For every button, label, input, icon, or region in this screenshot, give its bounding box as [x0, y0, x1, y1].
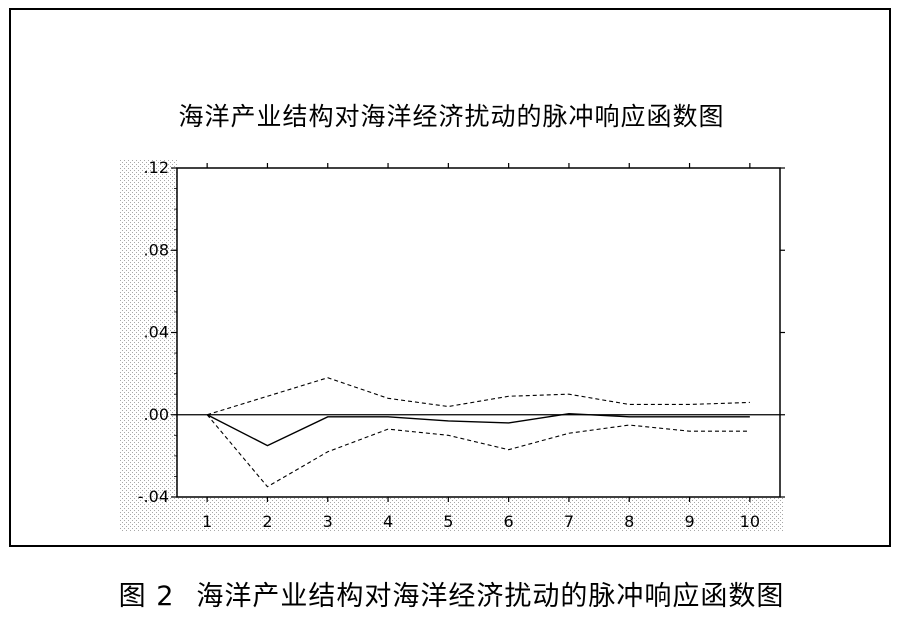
- y-tick-label: -.04: [138, 487, 169, 506]
- impulse-response-line: [206, 413, 750, 447]
- stipple-bottom-strip: [177, 497, 784, 532]
- plot-area: [176, 167, 781, 498]
- y-axis: -.04 .00 .04 .08 .12: [138, 158, 785, 506]
- x-tick-label: 7: [564, 512, 574, 531]
- x-tick-label: 2: [262, 512, 272, 531]
- y-tick-label: .08: [144, 240, 169, 259]
- figure-caption: 图 2 海洋产业结构对海洋经济扰动的脉冲响应函数图: [0, 574, 903, 613]
- x-tick-label: 6: [504, 512, 514, 531]
- x-tick-label: 1: [202, 512, 212, 531]
- x-tick-label: 9: [684, 512, 694, 531]
- stipple-left-strip: [120, 160, 177, 532]
- x-tick-label: 3: [323, 512, 333, 531]
- confidence-band-line-2: [206, 414, 750, 488]
- x-tick-label: 4: [383, 512, 393, 531]
- series-layer: [177, 377, 780, 488]
- chart-title: 海洋产业结构对海洋经济扰动的脉冲响应函数图: [178, 102, 725, 131]
- y-tick-label: .12: [144, 158, 169, 177]
- confidence-band-line-1: [206, 377, 750, 416]
- axis-stipple-background: [120, 160, 784, 532]
- x-tick-label: 10: [740, 512, 760, 531]
- x-tick-label: 8: [624, 512, 634, 531]
- figure-number: 图 2: [118, 581, 175, 612]
- x-axis: 1 2 3 4 5 6 7 8 9 10: [202, 163, 760, 531]
- figure-caption-text: 海洋产业结构对海洋经济扰动的脉冲响应函数图: [196, 581, 785, 612]
- x-tick-label: 5: [443, 512, 453, 531]
- plot-frame: [176, 167, 781, 498]
- y-tick-label: .00: [144, 405, 169, 424]
- y-tick-label: .04: [144, 323, 169, 342]
